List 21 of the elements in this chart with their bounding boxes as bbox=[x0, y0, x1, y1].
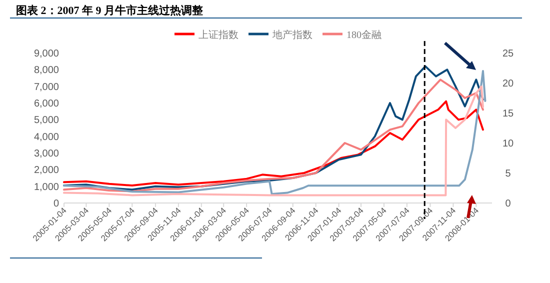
y-tick-label: 6,000 bbox=[34, 98, 60, 110]
chart-title: 图表 2：2007 年 9 月牛市主线过热调整 bbox=[16, 4, 204, 17]
y-tick-label: 7,000 bbox=[34, 82, 60, 93]
y-tick-label: 4,000 bbox=[34, 132, 60, 143]
y-tick-label: 3,000 bbox=[34, 148, 60, 160]
y2-tick-label: 20 bbox=[502, 78, 514, 90]
y-tick-label: 9,000 bbox=[34, 48, 60, 60]
legend-label: 地产指数 bbox=[272, 29, 312, 41]
y-tick-label: 0 bbox=[53, 198, 60, 210]
y-tick-label: 5,000 bbox=[34, 115, 60, 126]
y-tick-label: 1,000 bbox=[34, 182, 60, 193]
legend-label: 上证指数 bbox=[198, 29, 238, 41]
y2-tick-label: 10 bbox=[502, 138, 514, 150]
y-tick-label: 2,000 bbox=[34, 165, 60, 176]
y2-tick-label: 25 bbox=[502, 48, 514, 60]
line-series bbox=[63, 100, 484, 186]
legend-label: 180金融 bbox=[346, 29, 382, 41]
y2-tick-label: 5 bbox=[505, 168, 512, 180]
y-tick-label: 8,000 bbox=[34, 65, 60, 76]
y2-tick-label: 15 bbox=[502, 108, 514, 120]
y2-tick-label: 0 bbox=[505, 198, 512, 210]
